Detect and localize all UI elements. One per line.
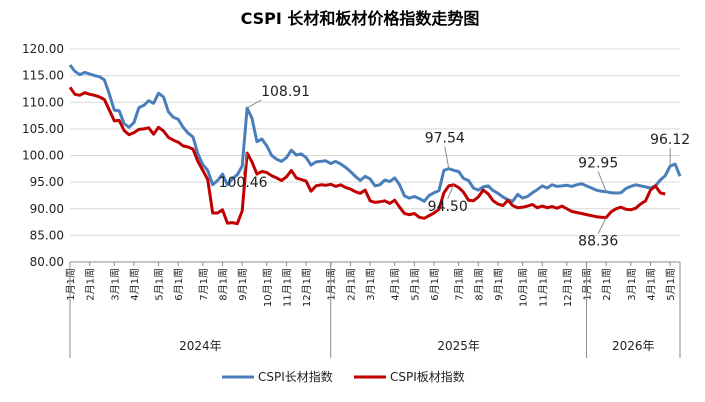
- chart-title: CSPI 长材和板材价格指数走势图: [241, 9, 480, 28]
- flat-products-line: [68, 86, 666, 226]
- x-tick-label: 3月1周: [626, 268, 638, 301]
- y-tick-label: 80.00: [30, 255, 64, 269]
- data-label: 108.91: [261, 84, 310, 100]
- x-tick-label: 11月1周: [281, 268, 293, 307]
- year-label: 2025年: [437, 339, 480, 353]
- x-tick-label: 9月1周: [237, 268, 249, 301]
- y-tick-label: 100.00: [22, 149, 64, 163]
- x-tick-label: 7月1周: [454, 268, 466, 301]
- annotation-leader: [444, 146, 450, 169]
- x-tick-label: 5月1周: [154, 268, 166, 301]
- legend-label: CSPI板材指数: [390, 369, 465, 384]
- annotation-leader: [242, 152, 248, 176]
- data-label: 92.77: [650, 0, 690, 4]
- data-label: 92.95: [578, 156, 618, 172]
- y-tick-label: 110.00: [22, 95, 64, 109]
- x-tick-label: 3月1周: [109, 268, 121, 301]
- x-tick-label: 10月1周: [518, 268, 530, 307]
- x-tick-label: 1月1周: [582, 268, 594, 301]
- x-tick-label: 3月1周: [365, 268, 377, 301]
- x-tick-label: 6月1周: [429, 268, 441, 301]
- x-tick-label: 1月1周: [326, 268, 338, 301]
- y-tick-label: 120.00: [22, 42, 64, 56]
- annotation-leader: [597, 171, 607, 192]
- x-tick-label: 11月1周: [537, 268, 549, 307]
- year-label: 2024年: [179, 339, 222, 353]
- x-tick-label: 8月1周: [473, 268, 485, 301]
- y-tick-label: 115.00: [22, 69, 64, 83]
- annotation-leader: [447, 184, 455, 199]
- x-tick-label: 2月1周: [85, 268, 97, 301]
- x-tick-label: 10月1周: [262, 268, 274, 307]
- year-label: 2026年: [612, 339, 655, 353]
- long-products-line: [68, 64, 682, 203]
- x-tick-label: 2月1周: [345, 268, 357, 301]
- x-tick-label: 1月1周: [65, 268, 77, 301]
- x-tick-label: 4月1周: [645, 268, 657, 301]
- data-label: 100.46: [219, 175, 268, 191]
- y-tick-label: 90.00: [30, 202, 64, 216]
- x-tick-label: 6月1周: [173, 268, 185, 301]
- x-tick-label: 7月1周: [198, 268, 210, 301]
- annotation-leader: [246, 99, 262, 109]
- y-tick-label: 95.00: [30, 175, 64, 189]
- x-tick-label: 12月1周: [562, 268, 574, 307]
- x-tick-label: 9月1周: [493, 268, 505, 301]
- x-tick-label: 4月1周: [129, 268, 141, 301]
- data-label: 94.50: [428, 199, 468, 215]
- x-tick-label: 8月1周: [218, 268, 230, 301]
- x-tick-label: 5月1周: [409, 268, 421, 301]
- data-label: 97.54: [425, 131, 465, 147]
- x-tick-label: 12月1周: [301, 268, 313, 307]
- y-tick-label: 105.00: [22, 122, 64, 136]
- x-tick-label: 2月1周: [601, 268, 613, 301]
- x-tick-label: 5月1周: [665, 268, 677, 301]
- data-label: 88.36: [578, 233, 618, 249]
- x-tick-label: 4月1周: [390, 268, 402, 301]
- data-label: 96.12: [650, 132, 690, 148]
- legend-label: CSPI长材指数: [258, 369, 333, 384]
- y-tick-label: 85.00: [30, 228, 64, 242]
- annotation-leader: [597, 217, 607, 234]
